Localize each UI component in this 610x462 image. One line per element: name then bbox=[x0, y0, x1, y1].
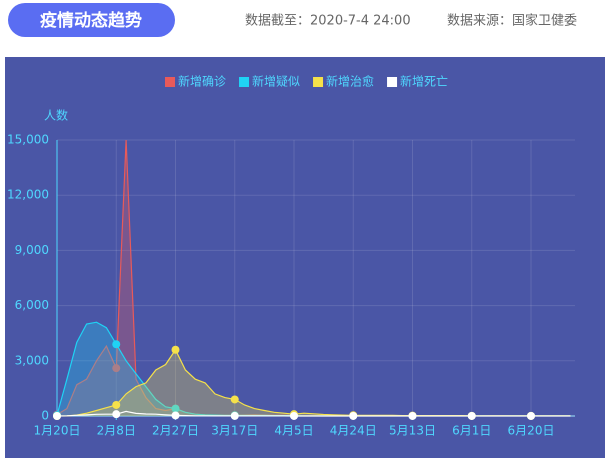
point-marker bbox=[171, 345, 180, 354]
point-marker bbox=[171, 404, 180, 413]
x-tick-label: 5月13日 bbox=[389, 424, 436, 438]
point-marker bbox=[112, 410, 121, 419]
y-tick-label: 6,000 bbox=[15, 298, 49, 312]
point-marker bbox=[112, 364, 121, 373]
legend-swatch bbox=[239, 77, 250, 87]
source-label: 数据来源：国家卫健委 bbox=[447, 13, 577, 29]
x-tick-label: 4月24日 bbox=[330, 424, 377, 438]
page-title: 疫情动态趋势 bbox=[40, 10, 142, 31]
x-tick-label: 6月1日 bbox=[452, 424, 491, 438]
x-tick-label: 2月8日 bbox=[97, 424, 136, 438]
point-marker bbox=[467, 411, 476, 420]
x-tick-label: 6月20日 bbox=[508, 424, 555, 438]
point-marker bbox=[230, 395, 239, 404]
date-label: 数据截至：2020-7-4 24:00 bbox=[245, 14, 411, 29]
point-marker bbox=[112, 340, 121, 349]
point-marker bbox=[290, 411, 298, 420]
point-marker bbox=[171, 411, 180, 420]
y-axis-title: 人数 bbox=[44, 108, 68, 123]
legend-swatch bbox=[313, 77, 324, 87]
y-tick-label: 9,000 bbox=[15, 243, 49, 257]
legend-swatch bbox=[165, 77, 175, 87]
x-tick-label: 2月27日 bbox=[152, 424, 199, 438]
x-tick-label: 4月5日 bbox=[274, 424, 313, 438]
point-marker bbox=[230, 411, 239, 420]
point-marker bbox=[112, 400, 121, 409]
y-tick-label: 15,000 bbox=[7, 133, 49, 147]
legend-label: 新增疑似 bbox=[252, 74, 300, 89]
legend-swatch bbox=[387, 77, 398, 87]
y-tick-label: 0 bbox=[41, 409, 49, 423]
series-area bbox=[57, 140, 571, 416]
y-tick-label: 3,000 bbox=[15, 353, 49, 367]
x-tick-label: 3月17日 bbox=[211, 424, 258, 438]
chart-panel bbox=[5, 57, 605, 458]
point-marker bbox=[53, 412, 61, 420]
legend-label: 新增治愈 bbox=[326, 74, 374, 89]
y-tick-label: 12,000 bbox=[7, 188, 49, 202]
series-line bbox=[56, 410, 571, 417]
legend-label: 新增死亡 bbox=[400, 74, 448, 89]
point-marker bbox=[408, 411, 417, 420]
series-area bbox=[57, 349, 571, 416]
x-tick-label: 1月20日 bbox=[34, 424, 81, 438]
title-pill bbox=[8, 3, 175, 37]
point-marker bbox=[527, 411, 535, 420]
legend-label: 新增确诊 bbox=[178, 74, 226, 89]
point-marker bbox=[349, 411, 358, 420]
